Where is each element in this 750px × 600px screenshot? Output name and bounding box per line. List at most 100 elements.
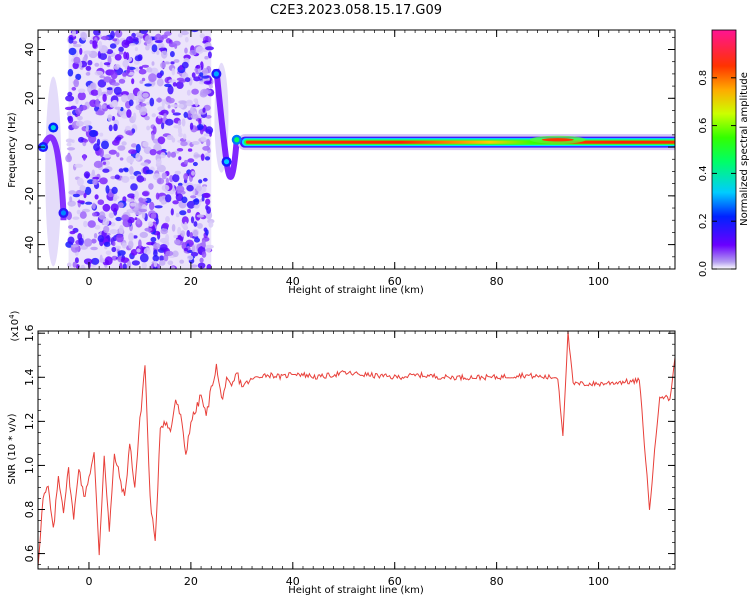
noise-cell	[193, 204, 200, 209]
x-tick-label: 0	[85, 275, 92, 288]
noise-cell	[192, 229, 199, 237]
noise-cell	[174, 43, 178, 49]
noise-cell	[144, 115, 150, 121]
noise-cell	[170, 151, 177, 158]
noise-cell	[160, 152, 166, 159]
noise-cell	[109, 229, 118, 235]
noise-cell	[135, 98, 140, 106]
noise-cell	[209, 84, 213, 89]
noise-cell	[159, 244, 168, 251]
noise-cell	[119, 157, 124, 161]
noise-cell	[135, 152, 141, 161]
noise-cell	[110, 203, 119, 212]
noise-cell	[99, 61, 103, 70]
noise-cell	[102, 93, 107, 102]
noise-cell	[156, 78, 164, 87]
noise-cell	[75, 73, 82, 81]
noise-cell	[91, 169, 96, 177]
noise-cell	[151, 113, 156, 118]
noise-cell	[134, 190, 139, 200]
y-tick-label: 1.4	[23, 369, 36, 387]
noise-cell	[167, 104, 171, 109]
noise-cell	[127, 208, 133, 213]
noise-cell	[184, 36, 189, 43]
noise-cell	[64, 106, 74, 111]
noise-cell	[82, 154, 86, 161]
noise-cell	[128, 149, 137, 155]
noise-cell	[89, 39, 94, 45]
noise-cell	[76, 177, 84, 187]
noise-cell	[75, 97, 79, 105]
noise-cell	[172, 174, 180, 183]
noise-cell	[148, 73, 157, 82]
noise-cell	[187, 255, 194, 261]
noise-cell	[115, 234, 124, 243]
noise-cell	[170, 104, 179, 108]
noise-cell	[95, 98, 100, 108]
noise-cell	[112, 241, 116, 247]
noise-cell	[154, 205, 163, 209]
noise-cell	[130, 202, 136, 207]
noise-cell	[172, 250, 179, 258]
x-tick-label: 80	[490, 575, 504, 588]
noise-cell	[153, 260, 158, 268]
noise-cell	[93, 233, 98, 239]
noise-cell	[161, 172, 167, 180]
noise-cell	[204, 55, 209, 60]
noise-cell	[144, 83, 152, 87]
noise-cell	[144, 227, 153, 232]
noise-cell	[146, 125, 151, 131]
noise-cell	[186, 200, 196, 209]
snr-plot-area	[38, 331, 675, 569]
noise-cell	[198, 118, 202, 125]
noise-cell	[195, 65, 201, 69]
noise-cell	[115, 136, 122, 141]
noise-cell	[189, 106, 196, 115]
noise-cell	[85, 65, 92, 71]
noise-cell	[87, 85, 92, 93]
y-tick-label: 1.6	[23, 324, 36, 342]
snr-x-axis: 0 20 40 60 80 100	[37, 331, 671, 588]
noise-cell	[176, 81, 184, 89]
noise-cell	[121, 242, 127, 249]
noise-cell	[90, 89, 99, 96]
noise-cell	[114, 245, 122, 250]
noise-cell	[72, 261, 77, 268]
noise-cell	[83, 258, 93, 265]
noise-cell	[110, 30, 115, 39]
colorbar: 0.0 0.2 0.4 0.6 0.8 Normalized spectral ampl…	[698, 29, 750, 277]
noise-cell	[193, 76, 201, 82]
noise-cell	[161, 184, 170, 192]
noise-cell	[120, 257, 130, 264]
noise-speckle	[64, 30, 215, 269]
noise-cell	[184, 47, 188, 54]
noise-cell	[129, 166, 134, 175]
noise-cell	[76, 209, 81, 215]
noise-cell	[139, 66, 143, 70]
noise-cell	[74, 163, 83, 168]
noise-cell	[171, 266, 175, 269]
noise-cell	[178, 103, 185, 109]
noise-cell	[186, 89, 191, 96]
noise-cell	[142, 191, 149, 197]
noise-cell	[136, 175, 145, 183]
noise-cell	[126, 155, 135, 164]
noise-cell	[94, 70, 104, 76]
noise-cell	[106, 87, 114, 91]
noise-cell	[161, 34, 168, 39]
noise-cell	[76, 115, 83, 121]
noise-cell	[202, 107, 206, 113]
noise-cell	[153, 249, 158, 257]
noise-cell	[126, 65, 131, 74]
noise-cell	[75, 107, 82, 115]
y-tick-label: -20	[23, 187, 36, 205]
noise-cell	[197, 262, 206, 269]
noise-cell	[161, 122, 165, 130]
noise-cell	[149, 201, 155, 211]
noise-cell	[108, 149, 117, 155]
noise-cell	[156, 50, 160, 55]
noise-cell	[143, 247, 151, 255]
noise-cell	[108, 124, 113, 132]
noise-cell	[161, 99, 165, 108]
noise-cell	[142, 92, 149, 98]
